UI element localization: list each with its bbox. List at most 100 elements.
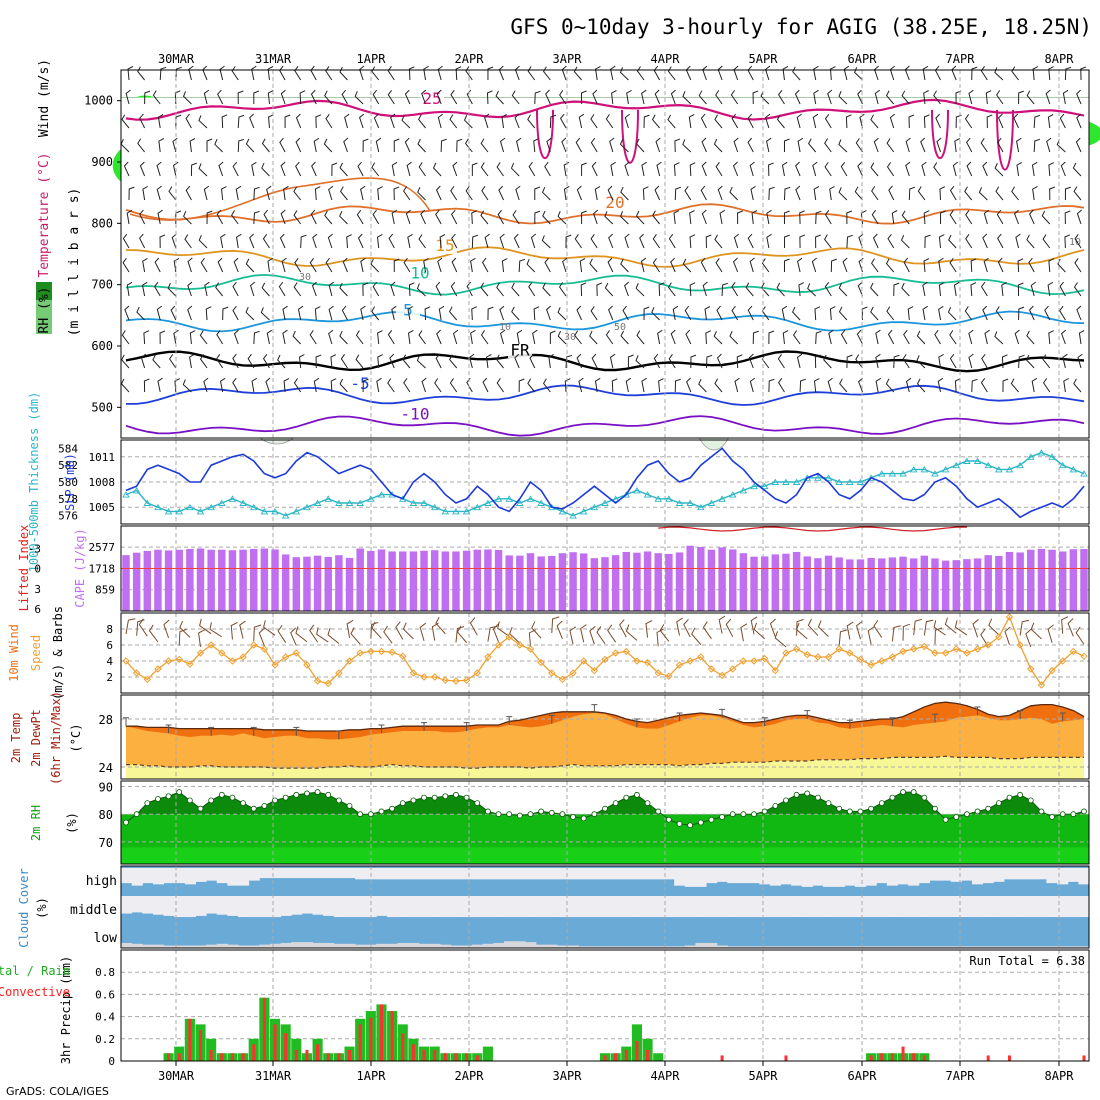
cape-bar	[846, 559, 854, 611]
wind-barb-upper	[328, 281, 334, 297]
wind-barb-upper	[452, 161, 458, 177]
wind-barb-upper	[261, 162, 270, 177]
temp-minmax-errorbar	[804, 710, 811, 719]
wind-speed-marker	[920, 642, 929, 651]
wind-speed-marker	[931, 649, 939, 657]
wind-barb-upper	[997, 233, 1004, 249]
cloud-cell-middle	[1014, 896, 1026, 918]
wind-barb-10m	[796, 622, 808, 640]
chart-title: GFS 0~10day 3-hourly for AGIG (38.25E, 1…	[510, 15, 1092, 39]
wind-barb-upper	[954, 378, 961, 393]
wind-barb-upper	[495, 354, 504, 369]
wind-barb-10m	[846, 621, 854, 640]
thickness-marker	[281, 512, 290, 519]
wind-barb-upper	[717, 185, 723, 201]
wind-barb-upper	[456, 138, 463, 153]
date-label-bottom-4APR: 4APR	[651, 1069, 681, 1083]
cloud-cell-low	[759, 946, 771, 948]
wind-barb-upper	[776, 282, 785, 297]
cape-bar	[324, 556, 332, 611]
temp-minmax-errorbar	[335, 730, 342, 740]
cloud-cell-high	[269, 868, 282, 879]
wind-barb-upper	[339, 210, 348, 225]
thickness-marker	[324, 495, 333, 502]
wind-barb-upper	[829, 306, 836, 321]
wind-barb-upper	[964, 114, 973, 129]
cloud-cell-middle	[971, 896, 984, 918]
wind-barb-upper	[451, 233, 458, 249]
wind-barb-upper	[1048, 66, 1054, 81]
ytick-label-temp-28: 28	[99, 713, 113, 727]
cloud-cell-high	[461, 868, 473, 880]
cape-bar	[707, 549, 716, 611]
wind-barb-upper	[339, 282, 348, 297]
wind-barb-upper	[1046, 137, 1052, 153]
cloud-cell-high	[450, 868, 462, 880]
wind-barb-upper	[515, 137, 522, 153]
wind-barb-upper	[721, 282, 729, 297]
date-label-bottom-7APR: 7APR	[946, 1069, 976, 1083]
temp-minmax-errorbar	[633, 718, 640, 728]
wind-barb-upper	[574, 330, 582, 345]
wind-speed-marker	[569, 669, 577, 677]
ylabel-cloud-unit: (%)	[35, 897, 49, 919]
wind-barb-upper	[965, 234, 973, 249]
cloud-cell-middle	[1035, 896, 1047, 918]
thickness-line	[125, 451, 1085, 517]
wind-barb-upper	[893, 282, 900, 297]
wind-barb-upper	[747, 305, 754, 321]
wind-barb-upper	[496, 378, 504, 393]
wind-barb-upper	[688, 113, 695, 129]
wind-barb-10m	[740, 623, 748, 642]
wind-barb-upper	[341, 89, 348, 105]
cloud-cell-middle	[684, 896, 696, 918]
cape-bar	[441, 551, 450, 611]
rh2m-marker	[676, 820, 683, 827]
wind-speed-marker	[548, 669, 556, 677]
wind-barb-upper	[838, 187, 848, 201]
wind-barb-upper	[156, 161, 162, 177]
wind-barb-upper	[139, 233, 146, 249]
cloud-cell-high	[961, 868, 973, 881]
wind-barb-upper	[673, 162, 680, 177]
precip-convective-bar	[230, 1053, 234, 1061]
wind-barb-upper	[470, 329, 476, 345]
cloud-cell-high	[482, 868, 494, 880]
cloud-cell-low	[450, 945, 462, 948]
wind-barb-upper	[968, 89, 974, 105]
wind-speed-marker	[558, 675, 567, 684]
cloud-cell-middle	[1078, 896, 1090, 918]
wind-barb-upper	[747, 233, 754, 249]
cloud-cell-high	[801, 868, 813, 887]
wind-barb-upper	[511, 282, 520, 297]
wind-barb-upper	[798, 282, 805, 297]
cloud-frame	[120, 865, 1090, 949]
cloud-cell-low	[514, 941, 526, 948]
wind-barb-upper	[891, 210, 898, 225]
wind-barb-upper	[480, 210, 489, 225]
wind-barb-upper	[766, 137, 772, 153]
date-label-top-8APR: 8APR	[1045, 52, 1075, 66]
wind-barb-10m	[383, 625, 393, 644]
cloud-cell-middle	[759, 896, 771, 918]
wind-barb-upper	[496, 162, 504, 177]
thickness-marker	[122, 491, 130, 498]
thickness-marker	[633, 487, 641, 494]
thickness-marker	[143, 499, 152, 506]
wind-barb-upper	[284, 114, 291, 128]
cape-bar	[1069, 549, 1078, 611]
wind-barb-upper	[641, 161, 647, 177]
cape-bar	[196, 548, 205, 611]
cloud-cell-low	[440, 944, 452, 948]
wind-speed-marker	[1069, 647, 1078, 656]
wind-speed-marker	[590, 666, 599, 675]
wind-barb-upper	[611, 378, 618, 393]
wind-barb-upper	[407, 305, 413, 321]
wind-barb-upper	[1059, 113, 1066, 129]
wind-barb-upper	[313, 137, 320, 153]
cape-bar	[697, 546, 705, 611]
wind-barb-upper	[627, 354, 634, 368]
wind-barb-10m	[1061, 616, 1069, 634]
cloud-cell-low	[589, 946, 601, 948]
wind-barb-upper	[791, 306, 801, 321]
